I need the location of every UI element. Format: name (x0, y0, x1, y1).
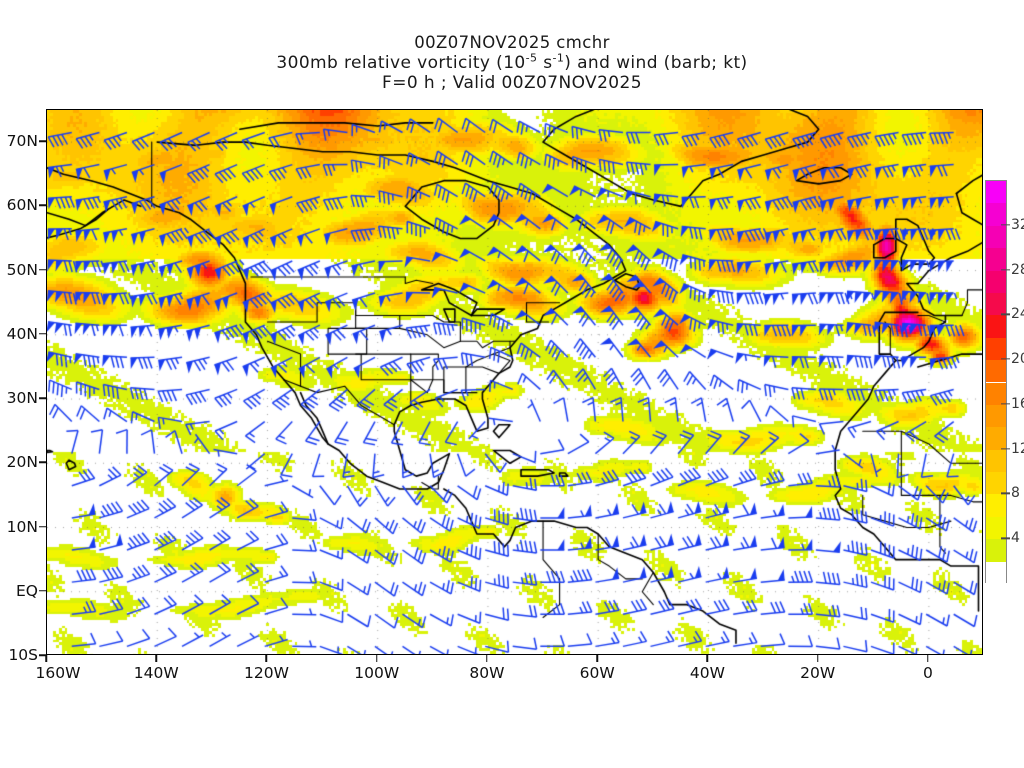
lon-tick-label: 20W (800, 664, 836, 682)
lat-tick-label: 30N (6, 389, 38, 408)
colorbar-band (986, 203, 1006, 226)
title-field-prefix: 300mb relative vorticity (10 (276, 53, 526, 73)
lon-tick-label: 40W (689, 664, 725, 682)
colorbar-tick (1001, 224, 1010, 226)
colorbar-band (986, 337, 1006, 361)
title-field-mid: s (537, 53, 553, 73)
lon-tick (265, 655, 268, 662)
colorbar-band (986, 516, 1006, 540)
lat-tick (39, 397, 46, 399)
colorbar-tick-label: 4 (1011, 530, 1020, 547)
lon-tick (486, 655, 488, 662)
chart-title-block: 00Z07NOV2025 cmchr 300mb relative vortic… (0, 33, 1024, 93)
colorbar-band (986, 561, 1006, 584)
colorbar-tick-label: 12 (1011, 440, 1024, 457)
title-line-model: 00Z07NOV2025 cmchr (414, 33, 610, 52)
colorbar-band (986, 449, 1006, 473)
colorbar-band (986, 225, 1006, 249)
lat-tick (39, 461, 46, 464)
colorbar-band (986, 248, 1006, 271)
lat-tick (39, 204, 46, 207)
colorbar-tick (1001, 268, 1010, 271)
lat-tick-label: 20N (6, 453, 38, 472)
colorbar-tick (1001, 358, 1010, 360)
vorticity-wind-map (47, 110, 982, 654)
lat-tick-label: 10S (8, 646, 38, 664)
lon-tick-label: 0 (922, 664, 933, 682)
title-line-valid: F=0 h ; Valid 00Z07NOV2025 (382, 73, 642, 93)
lat-tick-label: 40N (6, 324, 38, 343)
lat-tick-label: EQ (16, 581, 38, 600)
lon-tick-label: 140W (133, 664, 179, 682)
colorbar-tick-label: 8 (1011, 485, 1020, 502)
longitude-axis: 160W 140W 120W 100W 80W 60W 40W 20W 0 (36, 655, 983, 695)
colorbar-tick (1001, 448, 1010, 450)
title-line-field: 300mb relative vorticity (10-5 s-1) and … (0, 51, 1024, 73)
colorbar-tick (1001, 537, 1010, 539)
colorbar-gradient (985, 180, 1007, 584)
colorbar-band (986, 472, 1006, 495)
lat-tick (39, 654, 46, 656)
colorbar-tick (1001, 403, 1010, 405)
lon-tick (927, 655, 929, 662)
lon-tick-label: 160W (35, 664, 81, 682)
colorbar-band (986, 360, 1006, 383)
lon-tick (375, 655, 378, 662)
lon-tick-label: 120W (244, 664, 289, 682)
lat-tick (39, 140, 46, 142)
colorbar-tick-label: 32 (1011, 216, 1024, 233)
lon-tick (816, 655, 819, 662)
lon-tick (45, 655, 47, 662)
lat-tick-label: 10N (6, 517, 38, 536)
latitude-axis: 70N 60N 50N 40N 30N 20N 10N EQ 10S (0, 109, 46, 664)
lat-tick (39, 333, 46, 335)
lat-tick (39, 590, 46, 592)
lat-tick-label: 60N (6, 196, 38, 215)
colorbar-band (986, 292, 1006, 316)
colorbar-tick (1001, 313, 1010, 315)
colorbar-band (986, 539, 1006, 562)
colorbar (985, 180, 1007, 584)
colorbar-band (986, 181, 1006, 204)
colorbar-band (986, 315, 1006, 338)
lon-tick-label: 80W (469, 664, 505, 682)
lon-tick-label: 100W (354, 664, 400, 682)
lon-tick-label: 60W (579, 664, 615, 682)
title-field-suffix: ) and wind (barb; kt) (564, 53, 748, 73)
lon-tick (706, 655, 709, 662)
lat-tick (39, 525, 46, 528)
lon-tick (155, 655, 157, 662)
colorbar-tick-label: 24 (1011, 306, 1024, 323)
colorbar-tick-label: 16 (1011, 395, 1024, 412)
map-plot-area[interactable] (46, 109, 983, 655)
colorbar-band (986, 404, 1006, 428)
title-exponent-5: -5 (525, 51, 538, 65)
colorbar-tick-labels: 4 8 12 16 20 24 28 32 (985, 180, 1024, 583)
colorbar-tick-label: 28 (1011, 261, 1024, 278)
title-exponent-1: -1 (552, 51, 565, 65)
colorbar-band (986, 270, 1006, 293)
colorbar-band (986, 494, 1006, 517)
colorbar-tick-label: 20 (1011, 351, 1024, 368)
colorbar-band (986, 427, 1006, 450)
lat-tick-label: 50N (6, 260, 38, 279)
colorbar-tick (1001, 492, 1010, 495)
colorbar-band (986, 382, 1006, 405)
lon-tick (596, 655, 598, 662)
lat-tick (39, 268, 46, 271)
lat-tick-label: 70N (6, 132, 38, 151)
